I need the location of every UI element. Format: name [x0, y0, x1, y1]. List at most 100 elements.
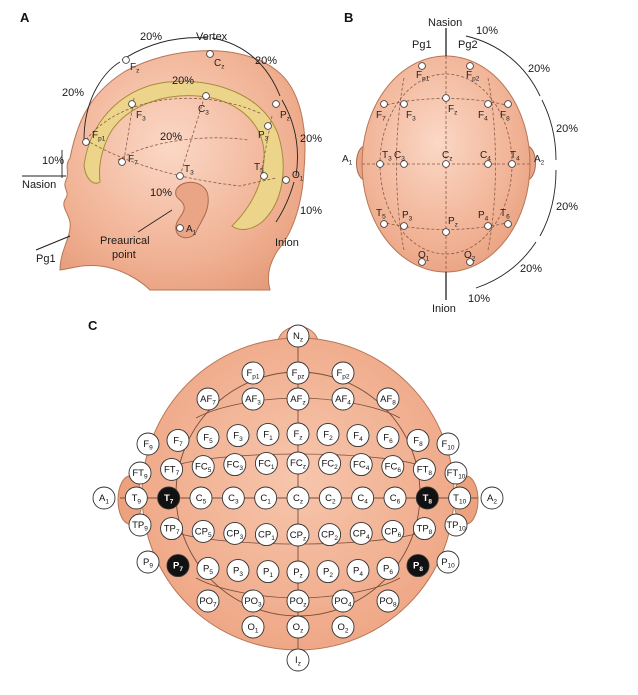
electrode-c-label-c3: C3	[228, 493, 239, 506]
panel-c-letter: C	[88, 318, 98, 333]
pg2-label-b: Pg2	[458, 39, 478, 51]
pct-a-8: 10%	[300, 205, 322, 217]
electrode-c-label-fc6: FC6	[385, 462, 402, 475]
electrode-c-fc2	[318, 451, 342, 475]
electrode-b-p3	[400, 222, 408, 230]
electrode-c-label-p5: P5	[203, 563, 213, 576]
electrode-c-fpz	[286, 361, 310, 385]
pct-a-5: 20%	[300, 133, 322, 145]
electrode-c-cp4	[349, 521, 373, 545]
electrode-c-label-f10: F10	[441, 439, 454, 452]
electrode-c-pz	[286, 560, 310, 584]
electrode-c-cz	[286, 486, 310, 510]
electrode-c-cp1	[254, 523, 278, 547]
electrode-c-label-af3: AF3	[245, 394, 261, 407]
electrode-b-fp1	[418, 62, 426, 70]
electrode-c-label-cp1: CP1	[258, 530, 275, 543]
electrode-c-label-fcz: FCz	[290, 458, 306, 471]
electrode-b-o1	[418, 258, 426, 266]
electrode-b-fp2	[466, 62, 474, 70]
electrode-c-label-fc1: FC1	[258, 458, 275, 471]
electrode-c-label-ft10: FT10	[447, 468, 466, 481]
electrode-c-f1	[256, 422, 280, 446]
electrode-a-fz	[122, 56, 130, 64]
pct-a-2: 20%	[172, 75, 194, 87]
electrode-c-label-p8: P8	[413, 561, 423, 574]
preauricular-label-2: point	[112, 249, 136, 261]
electrode-b-label-pz: Pz	[448, 216, 458, 229]
pct-b-4: 20%	[520, 263, 542, 275]
electrode-b-label-c3: C3	[394, 150, 405, 163]
paramid-left-b	[396, 77, 405, 251]
electrode-a-label-o1: O1	[292, 170, 304, 183]
electrode-c-t10	[448, 486, 472, 510]
electrode-c-c6	[383, 486, 407, 510]
measure-arc-2	[121, 37, 209, 61]
electrode-b-f3	[400, 100, 408, 108]
electrode-c-label-cpz: CPz	[290, 530, 306, 543]
electrode-c-label-p6: P6	[383, 563, 393, 576]
electrode-c-label-c1: C1	[260, 493, 271, 506]
electrode-c-label-iz: Iz	[295, 655, 301, 668]
electrode-b-f8	[504, 100, 512, 108]
electrode-c-p5	[196, 556, 220, 580]
electrode-a-label-cz: Cz	[214, 58, 224, 71]
electrode-c-label-c2: C2	[325, 493, 336, 506]
electrode-a-p3	[264, 122, 272, 130]
electrode-b-label-fp2: Fp2	[466, 70, 480, 83]
electrode-a-label-t5: T5	[254, 162, 264, 175]
electrode-c-f2	[316, 422, 340, 446]
electrode-c-c3	[221, 486, 245, 510]
electrode-c-label-cp4: CP4	[353, 528, 370, 541]
electrode-c-label-p10: P10	[441, 557, 455, 570]
electrode-c-label-fp1: Fp1	[246, 368, 259, 381]
electrode-b-label-cz: Cz	[442, 150, 452, 163]
panel-c-electrodes: Nz Fp1 Fpz Fp2 AF7 AF3 AFz AF4 AF8 F9 F7 F5 F3 F1 Fz F2…	[92, 324, 504, 672]
arc-temporal	[85, 139, 277, 187]
electrode-c-label-fp2: Fp2	[336, 368, 349, 381]
electrode-b-label-o2: O2	[464, 250, 476, 263]
pct-a-7: 10%	[150, 187, 172, 199]
measure-b-3	[539, 169, 557, 237]
electrode-b-label-t3: T3	[382, 150, 392, 163]
electrode-c-label-tp7: TP7	[164, 524, 180, 537]
electrode-c-a2	[480, 486, 504, 510]
electrode-c-ft9	[128, 461, 152, 485]
electrode-c-f3	[226, 424, 250, 448]
electrode-c-f4	[346, 424, 370, 448]
measure-arc-3	[211, 37, 281, 97]
electrode-c-label-tp10: TP10	[446, 520, 466, 533]
electrode-b-label-a1: A1	[342, 154, 353, 167]
electrode-b-label-t5: T5	[376, 208, 386, 221]
electrode-c-label-ft8: FT8	[417, 464, 433, 477]
electrode-c-p1	[256, 560, 280, 584]
electrode-c-label-cp6: CP6	[384, 526, 401, 539]
nasion-label-b: Nasion	[428, 17, 462, 29]
electrode-c-c4	[351, 486, 375, 510]
electrode-a-label-f7: F7	[128, 154, 138, 167]
electrode-c-label-cp5: CP5	[195, 526, 212, 539]
electrode-c-c1	[254, 486, 278, 510]
electrode-c-po3	[241, 589, 265, 613]
electrode-c-label-po4: PO4	[334, 596, 352, 609]
electrode-b-fz	[442, 94, 450, 102]
panel-a-side-view: A 20% 20% 20% 20% 20% 20% 10% 10% 10% Ve…	[20, 10, 322, 291]
electrode-c-oz	[286, 615, 310, 639]
electrode-c-label-fc5: FC5	[195, 462, 212, 475]
electrode-c-t8	[415, 486, 439, 510]
electrode-a-label-c3: C3	[198, 104, 209, 117]
electrode-c-p8	[406, 554, 430, 578]
electrode-c-label-o1: O1	[247, 622, 258, 635]
electrode-c-p9	[136, 550, 160, 574]
electrode-c-label-fz: Fz	[293, 429, 302, 442]
electrode-a-f7	[118, 158, 126, 166]
electrode-a-label-f3: F3	[136, 110, 146, 123]
electrode-c-label-af8: AF8	[380, 394, 396, 407]
electrode-c-tp9	[128, 513, 152, 537]
electrode-c-f9	[136, 432, 160, 456]
panel-c-extended-1020: C Nz Fp1 Fpz Fp2 AF7 AF3 AFz AF4 AF8 F9 F7 F5 F3 F1 Fz…	[88, 318, 504, 672]
electrode-c-fc6	[381, 455, 405, 479]
electrode-b-pz	[442, 228, 450, 236]
electrode-c-label-t9: T9	[132, 493, 142, 506]
electrode-c-po8	[376, 589, 400, 613]
